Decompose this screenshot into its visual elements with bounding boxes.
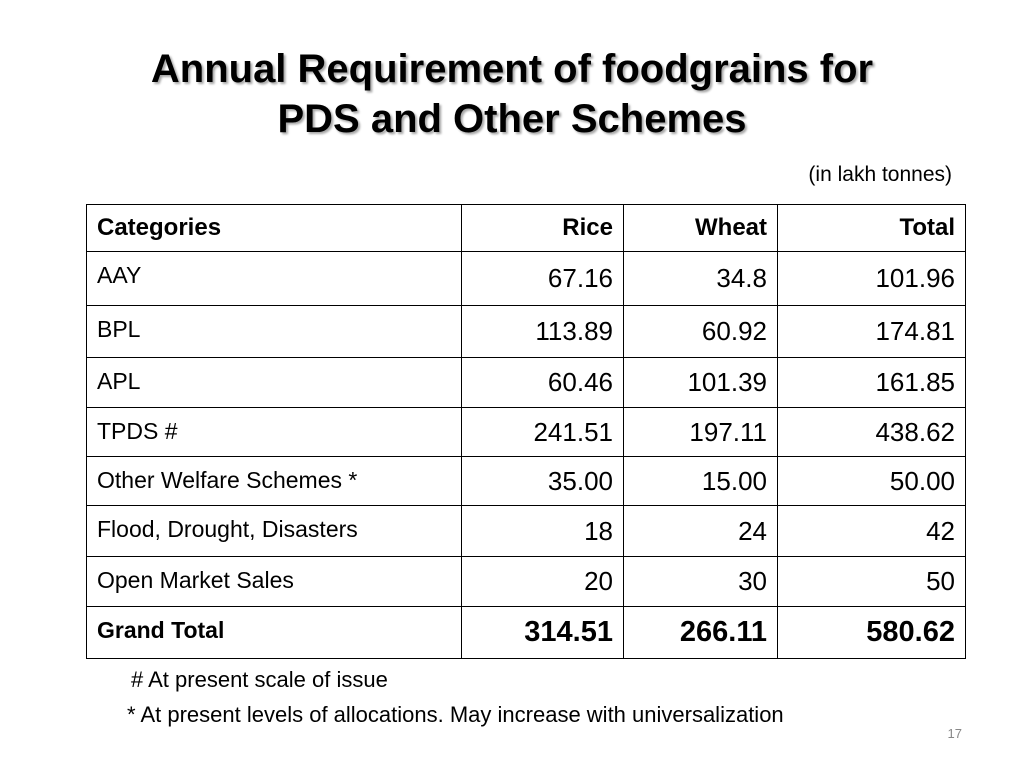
row-rice: 18: [461, 505, 624, 557]
table-row: TPDS # 241.51 197.11 438.62: [86, 407, 966, 457]
row-rice: 60.46: [461, 357, 624, 408]
header-wheat: Wheat: [623, 204, 778, 252]
row-rice: 35.00: [461, 456, 624, 506]
row-total: 438.62: [777, 407, 966, 457]
footnote-star: * At present levels of allocations. May …: [127, 702, 784, 727]
grand-total-label: Grand Total: [86, 606, 462, 659]
table-row: Flood, Drought, Disasters 18 24 42: [86, 505, 966, 557]
table-row: AAY 67.16 34.8 101.96: [86, 251, 966, 306]
row-rice: 20: [461, 556, 624, 607]
table-row: BPL 113.89 60.92 174.81: [86, 305, 966, 358]
row-wheat: 60.92: [623, 305, 778, 358]
row-wheat: 15.00: [623, 456, 778, 506]
row-category: Open Market Sales: [86, 556, 462, 607]
row-category: AAY: [86, 251, 462, 306]
row-rice: 113.89: [461, 305, 624, 358]
foodgrains-table: Categories Rice Wheat Total AAY 67.16 34…: [86, 204, 966, 659]
row-rice: 241.51: [461, 407, 624, 457]
grand-total-total: 580.62: [777, 606, 966, 659]
units-label: (in lakh tonnes): [808, 163, 952, 186]
header-total: Total: [777, 204, 966, 252]
header-rice: Rice: [461, 204, 624, 252]
row-wheat: 34.8: [623, 251, 778, 306]
slide-title: Annual Requirement of foodgrains for PDS…: [0, 44, 1024, 144]
grand-total-rice: 314.51: [461, 606, 624, 659]
row-total: 50: [777, 556, 966, 607]
row-wheat: 197.11: [623, 407, 778, 457]
footnote-hash: # At present scale of issue: [131, 667, 388, 692]
row-total: 174.81: [777, 305, 966, 358]
row-category: APL: [86, 357, 462, 408]
row-category: Flood, Drought, Disasters: [86, 505, 462, 557]
row-total: 101.96: [777, 251, 966, 306]
grand-total-row: Grand Total 314.51 266.11 580.62: [86, 606, 966, 659]
row-wheat: 30: [623, 556, 778, 607]
row-total: 42: [777, 505, 966, 557]
row-wheat: 101.39: [623, 357, 778, 408]
row-total: 161.85: [777, 357, 966, 408]
row-category: Other Welfare Schemes *: [86, 456, 462, 506]
slide-title-line-1: Annual Requirement of foodgrains for: [150, 47, 874, 91]
table-row: APL 60.46 101.39 161.85: [86, 357, 966, 408]
row-wheat: 24: [623, 505, 778, 557]
grand-total-wheat: 266.11: [623, 606, 778, 659]
header-categories: Categories: [86, 204, 462, 252]
table-row: Other Welfare Schemes * 35.00 15.00 50.0…: [86, 456, 966, 506]
row-category: BPL: [86, 305, 462, 358]
slide-title-line-2: PDS and Other Schemes: [277, 97, 747, 141]
table-row: Open Market Sales 20 30 50: [86, 556, 966, 607]
row-total: 50.00: [777, 456, 966, 506]
page-number: 17: [947, 726, 962, 741]
row-rice: 67.16: [461, 251, 624, 306]
row-category: TPDS #: [86, 407, 462, 457]
table-header-row: Categories Rice Wheat Total: [86, 204, 966, 252]
